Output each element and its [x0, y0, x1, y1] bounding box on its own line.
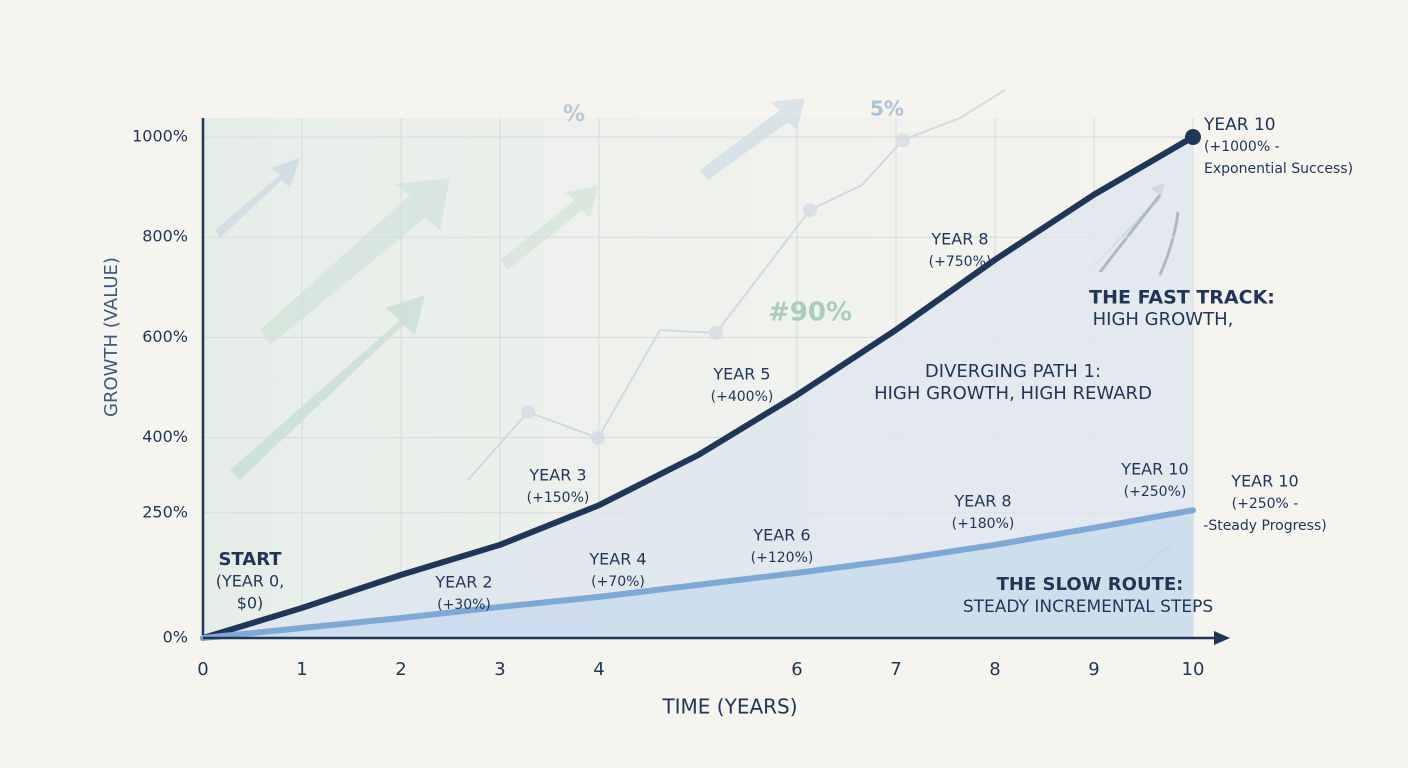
x-tick-label: 7: [890, 659, 901, 680]
x-tick-label: 10: [1182, 659, 1205, 680]
y-tick-label: 250%: [142, 502, 188, 521]
x-tick-label: 2: [395, 659, 406, 680]
annotation: $0): [237, 594, 264, 613]
line: [200, 507, 1196, 641]
annotation: (+30%): [437, 597, 491, 613]
area: [203, 510, 1193, 638]
annotation: (+120%): [751, 550, 814, 566]
annotation: YEAR 10: [1120, 460, 1188, 479]
annotation: -Steady Progress): [1203, 518, 1326, 534]
annotation: Exponential Success): [1204, 161, 1353, 177]
annotation: DIVERGING PATH 1:: [925, 361, 1101, 382]
y-tick-label: 0%: [163, 628, 188, 647]
annotation: YEAR 10: [1203, 115, 1276, 135]
x-axis-arrow: [1214, 631, 1230, 645]
annotation: YEAR 8: [930, 230, 988, 249]
x-tick-label: 4: [593, 659, 604, 680]
y-tick-label: 1000%: [132, 127, 188, 146]
y-tick-label: 400%: [142, 427, 188, 446]
annotation: 5%: [870, 97, 904, 121]
annotation: (YEAR 0,: [216, 572, 285, 591]
annotation: YEAR 2: [434, 573, 492, 592]
area: [203, 137, 1193, 638]
x-tick-label: 6: [791, 659, 802, 680]
annotation: HIGH GROWTH, HIGH REWARD: [874, 383, 1152, 404]
annotation: YEAR 3: [528, 466, 586, 485]
annotation: (+250% -: [1232, 496, 1299, 512]
annotation: STEADY INCREMENTAL STEPS: [963, 597, 1213, 617]
line: [200, 134, 1196, 641]
annotation: (+750%): [929, 254, 992, 270]
annotation: %: [563, 102, 585, 127]
annotation: (+150%): [527, 490, 590, 506]
annotation: START: [218, 549, 282, 570]
annotation: (+1000% -: [1204, 139, 1280, 155]
decor-polyline: [467, 89, 1006, 481]
annotation: YEAR 4: [588, 550, 646, 569]
x-tick-label: 1: [296, 659, 307, 680]
annotation: (+250%): [1124, 484, 1187, 500]
y-axis-label: GROWTH (VALUE): [101, 257, 122, 417]
annotation: #90%: [768, 298, 852, 328]
annotation: HIGH GROWTH,: [1093, 309, 1234, 330]
x-axis-label: TIME (YEARS): [661, 695, 797, 719]
annotation: YEAR 10: [1230, 472, 1298, 491]
x-tick-label: 9: [1088, 659, 1099, 680]
annotation: THE SLOW ROUTE:: [997, 574, 1184, 595]
x-tick-label: 8: [989, 659, 1000, 680]
end-point: [1185, 129, 1201, 145]
x-tick-label: 3: [494, 659, 505, 680]
y-tick-label: 600%: [142, 327, 188, 346]
x-tick-label: 0: [197, 659, 208, 680]
annotation: YEAR 5: [712, 365, 770, 384]
y-tick-label: 800%: [142, 227, 188, 246]
annotation: (+400%): [711, 389, 774, 405]
annotation: YEAR 6: [752, 526, 810, 545]
annotation: YEAR 8: [953, 492, 1011, 511]
annotation: (+180%): [952, 516, 1015, 532]
annotation: THE FAST TRACK:: [1089, 287, 1275, 309]
annotation: (+70%): [591, 574, 645, 590]
